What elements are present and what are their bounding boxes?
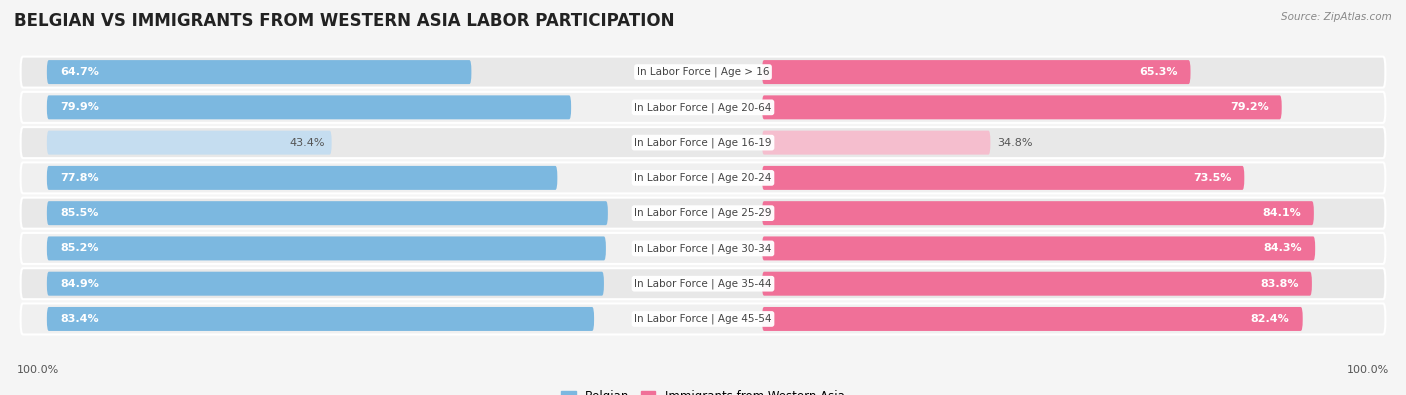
Text: BELGIAN VS IMMIGRANTS FROM WESTERN ASIA LABOR PARTICIPATION: BELGIAN VS IMMIGRANTS FROM WESTERN ASIA …	[14, 12, 675, 30]
FancyBboxPatch shape	[46, 95, 571, 119]
Text: 65.3%: 65.3%	[1139, 67, 1177, 77]
Text: In Labor Force | Age 35-44: In Labor Force | Age 35-44	[634, 278, 772, 289]
Text: In Labor Force | Age 30-34: In Labor Force | Age 30-34	[634, 243, 772, 254]
FancyBboxPatch shape	[21, 92, 1385, 123]
Legend: Belgian, Immigrants from Western Asia: Belgian, Immigrants from Western Asia	[561, 390, 845, 395]
Text: 34.8%: 34.8%	[997, 137, 1032, 148]
FancyBboxPatch shape	[21, 233, 1385, 264]
Text: 84.9%: 84.9%	[60, 279, 98, 289]
FancyBboxPatch shape	[762, 95, 1282, 119]
Text: 79.9%: 79.9%	[60, 102, 98, 112]
FancyBboxPatch shape	[21, 127, 1385, 158]
Text: In Labor Force | Age 20-24: In Labor Force | Age 20-24	[634, 173, 772, 183]
Text: 84.3%: 84.3%	[1264, 243, 1302, 254]
FancyBboxPatch shape	[46, 237, 606, 260]
Text: 82.4%: 82.4%	[1251, 314, 1289, 324]
FancyBboxPatch shape	[21, 56, 1385, 88]
FancyBboxPatch shape	[762, 307, 1303, 331]
Text: 83.8%: 83.8%	[1260, 279, 1299, 289]
FancyBboxPatch shape	[21, 198, 1385, 229]
Text: 64.7%: 64.7%	[60, 67, 98, 77]
FancyBboxPatch shape	[46, 166, 557, 190]
Text: 100.0%: 100.0%	[17, 365, 59, 375]
Text: 73.5%: 73.5%	[1192, 173, 1232, 183]
FancyBboxPatch shape	[46, 201, 607, 225]
Text: In Labor Force | Age > 16: In Labor Force | Age > 16	[637, 67, 769, 77]
Text: 100.0%: 100.0%	[1347, 365, 1389, 375]
FancyBboxPatch shape	[21, 268, 1385, 299]
Text: 79.2%: 79.2%	[1230, 102, 1268, 112]
Text: In Labor Force | Age 16-19: In Labor Force | Age 16-19	[634, 137, 772, 148]
Text: In Labor Force | Age 45-54: In Labor Force | Age 45-54	[634, 314, 772, 324]
Text: In Labor Force | Age 25-29: In Labor Force | Age 25-29	[634, 208, 772, 218]
FancyBboxPatch shape	[46, 60, 471, 84]
FancyBboxPatch shape	[21, 162, 1385, 194]
FancyBboxPatch shape	[762, 201, 1313, 225]
FancyBboxPatch shape	[21, 303, 1385, 335]
FancyBboxPatch shape	[762, 272, 1312, 296]
FancyBboxPatch shape	[46, 272, 605, 296]
Text: 84.1%: 84.1%	[1263, 208, 1301, 218]
Text: 85.2%: 85.2%	[60, 243, 98, 254]
Text: Source: ZipAtlas.com: Source: ZipAtlas.com	[1281, 12, 1392, 22]
FancyBboxPatch shape	[46, 307, 595, 331]
FancyBboxPatch shape	[46, 131, 332, 154]
Text: 83.4%: 83.4%	[60, 314, 98, 324]
Text: 77.8%: 77.8%	[60, 173, 98, 183]
Text: 85.5%: 85.5%	[60, 208, 98, 218]
FancyBboxPatch shape	[762, 131, 990, 154]
FancyBboxPatch shape	[762, 60, 1191, 84]
Text: In Labor Force | Age 20-64: In Labor Force | Age 20-64	[634, 102, 772, 113]
FancyBboxPatch shape	[762, 237, 1315, 260]
FancyBboxPatch shape	[762, 166, 1244, 190]
Text: 43.4%: 43.4%	[290, 137, 325, 148]
